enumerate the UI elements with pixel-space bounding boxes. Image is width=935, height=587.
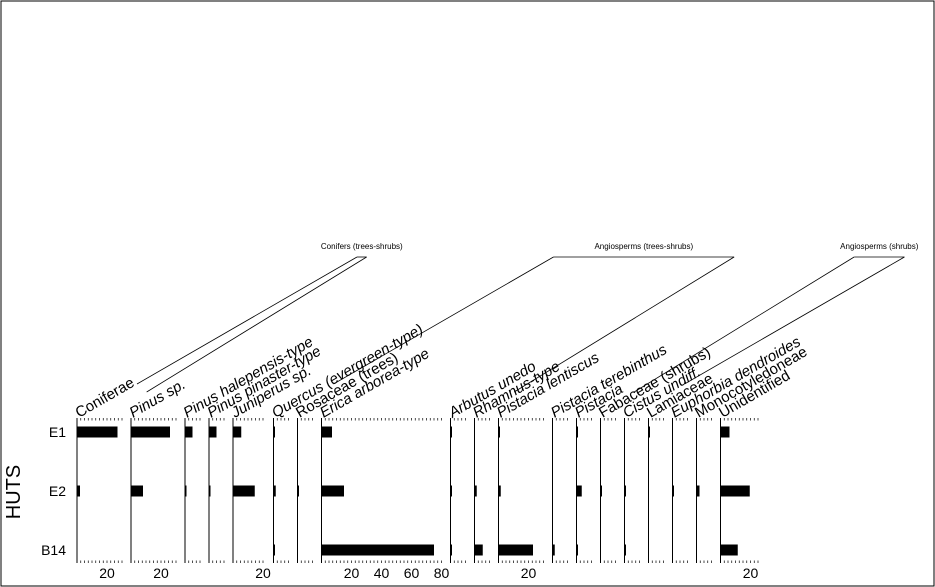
tick-label: 20 (743, 565, 759, 581)
bar-rhamnus-type-b14 (474, 544, 483, 556)
bar-quercus-evergreen-type-e1 (273, 426, 275, 438)
bar-juniperus-sp-e2 (233, 485, 255, 497)
tick-label: 60 (404, 565, 420, 581)
group-title: Conifers (trees-shrubs) (321, 242, 403, 251)
bar-pinus-sp-e1 (131, 426, 170, 438)
bar-unidentified-e2 (720, 485, 750, 497)
row-labels: E1 E2 B14 (41, 424, 66, 558)
group-angiosperms-shrubs: Angiosperms (shrubs) (633, 242, 919, 393)
bar-unidentified-b14 (720, 544, 738, 556)
tick-label: 20 (99, 565, 115, 581)
bar-erica-arborea-type-e2 (321, 485, 344, 497)
bar-pistacia-b14 (576, 544, 578, 556)
tick-label: 20 (255, 565, 271, 581)
group-title: Angiosperms (trees-shrubs) (594, 242, 693, 251)
bar-pistacia-e1 (576, 426, 578, 438)
bar-unidentified-e1 (720, 426, 730, 438)
bar-lamiaceae-e1 (648, 426, 650, 438)
bar-euphorbia-dendroides-e2 (672, 485, 674, 497)
bar-pinus-halepensis-type-e1 (185, 426, 193, 438)
bar-pinus-halepensis-type-e2 (185, 485, 187, 497)
bar-rhamnus-type-e2 (474, 485, 477, 497)
bar-pistacia-lentiscus-e1 (498, 426, 500, 438)
bar-fabaceae-shrubs-e2 (600, 485, 602, 497)
bar-monocotyledoneae-e2 (696, 485, 700, 497)
bar-pistacia-lentiscus-e2 (498, 485, 501, 497)
row-label-e2: E2 (49, 483, 66, 499)
group-bracket-left (684, 256, 905, 385)
bar-arbutus-unedo-e2 (450, 485, 452, 497)
tick-label: 80 (434, 565, 450, 581)
bar-quercus-evergreen-type-e2 (273, 485, 276, 497)
bar-arbutus-unedo-b14 (450, 544, 452, 556)
bar-arbutus-unedo-e1 (450, 426, 452, 438)
bar-pinus-pinaster-type-e1 (209, 426, 217, 438)
bar-pinus-sp-e2 (131, 485, 143, 497)
tick-label: 20 (521, 565, 537, 581)
bar-juniperus-sp-e1 (233, 426, 242, 438)
tick-label: 40 (374, 565, 390, 581)
bar-rosaceae-trees-e2 (297, 485, 299, 497)
bar-pistacia-lentiscus-b14 (498, 544, 533, 556)
group-headers: Conifers (trees-shrubs) Angiosperms (tree… (136, 242, 919, 393)
bar-pistacia-terebinthus-b14 (552, 544, 555, 556)
bar-pistacia-e2 (576, 485, 582, 497)
tick-label: 20 (344, 565, 360, 581)
bar-erica-arborea-type-b14 (321, 544, 434, 556)
group-bracket-right (513, 256, 735, 393)
row-label-e1: E1 (49, 424, 66, 440)
y-axis-title: HUTS (3, 465, 25, 519)
group-bracket-left (333, 256, 554, 385)
group-bracket-right (633, 256, 855, 393)
bar-cistus-undiff-b14 (624, 544, 626, 556)
bar-coniferae-e1 (77, 426, 118, 438)
tick-label: 20 (153, 565, 169, 581)
panel-pinus-sp: 20 Pinus sp. (127, 376, 189, 581)
group-title: Angiosperms (shrubs) (840, 242, 919, 251)
bar-pinus-pinaster-type-e2 (209, 485, 211, 497)
group-bracket-left (136, 256, 358, 385)
taxon-label-coniferae: Coniferae (73, 374, 138, 421)
bar-cistus-undiff-e2 (624, 485, 626, 497)
bar-coniferae-e2 (77, 485, 80, 497)
group-conifers-trees-shrubs: Conifers (trees-shrubs) (136, 242, 403, 393)
bar-erica-arborea-type-e1 (321, 426, 332, 438)
taxon-label-pinus-sp: Pinus sp. (127, 376, 189, 422)
group-angiosperms-trees-shrubs: Angiosperms (trees-shrubs) (333, 242, 735, 393)
group-bracket-right (146, 256, 367, 393)
row-label-b14: B14 (41, 542, 66, 558)
bar-quercus-evergreen-type-b14 (273, 544, 275, 556)
